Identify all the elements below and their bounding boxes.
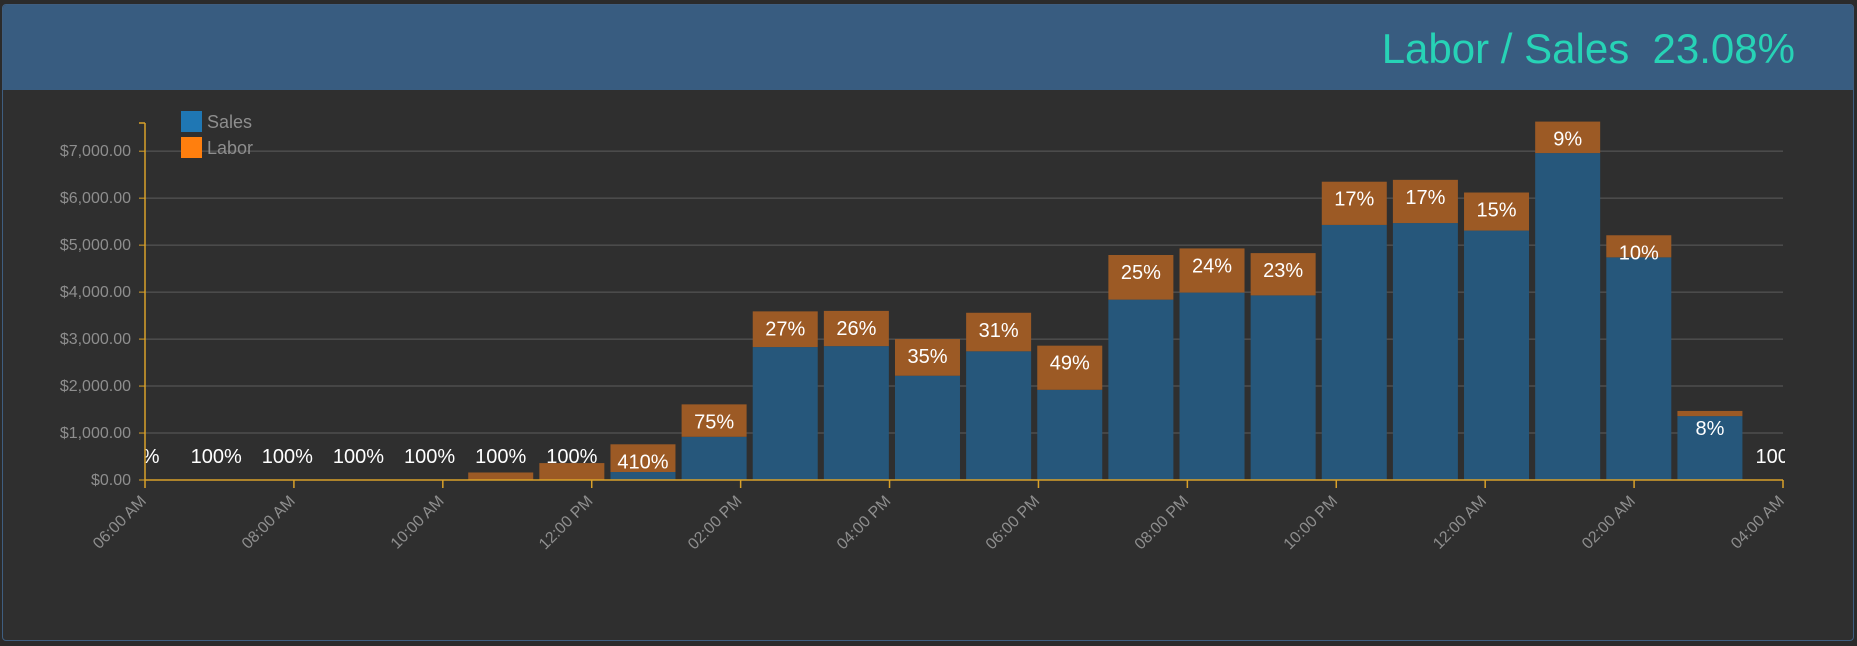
data-label: 26% (836, 318, 876, 340)
chart-data-labels: 0% 100% 100% 100% 100% 100% 100% 410% 75% 27% 26% 3… (131, 129, 1853, 474)
sales-bar (681, 436, 747, 480)
x-tick-label: 06:00 PM (983, 493, 1043, 553)
sales-bar (610, 472, 676, 480)
y-tick-label: $0.00 (91, 472, 131, 489)
sales-bar (1606, 257, 1672, 480)
title-label: Labor / Sales (1381, 25, 1630, 72)
sales-bar (966, 351, 1032, 480)
sales-bar (1321, 224, 1387, 480)
labor-bar (1606, 235, 1672, 258)
sales-bar (1464, 230, 1530, 480)
x-tick-label: 06:00 AM (90, 493, 150, 553)
y-tick-label: $7,000.00 (60, 143, 131, 160)
data-label: 0% (131, 446, 160, 468)
data-label: 35% (907, 346, 947, 368)
x-tick-label: 04:00 PM (834, 493, 894, 553)
data-label: 100% (546, 446, 597, 468)
data-label: 24% (1192, 255, 1232, 277)
title-value: 23.08% (1652, 25, 1795, 72)
x-tick-label: 10:00 PM (1281, 493, 1341, 553)
labor-bar (1179, 248, 1245, 293)
data-label: 17% (1405, 187, 1445, 209)
sales-bar (1535, 153, 1601, 480)
sales-bar (752, 347, 818, 480)
sales-bar (1179, 292, 1245, 480)
data-label: 100% (404, 446, 455, 468)
labor-legend-label: Labor (207, 138, 253, 158)
labor-bar (1677, 410, 1743, 417)
labor-bar (1250, 253, 1316, 296)
header-title: Labor / Sales 23.08% (1382, 25, 1795, 73)
x-tick-label: 08:00 PM (1132, 493, 1192, 553)
labor-bar (894, 339, 960, 376)
x-tick-label: 04:00 AM (1728, 493, 1788, 553)
data-label: 23% (1263, 260, 1303, 282)
labor-bar (966, 312, 1032, 352)
y-tick-label: $3,000.00 (60, 331, 131, 348)
labor-bar (823, 310, 889, 347)
sales-legend-label: Sales (207, 112, 252, 132)
data-label: 17% (1334, 189, 1374, 211)
y-tick-label: $1,000.00 (60, 425, 131, 442)
sales-bar (823, 346, 889, 480)
data-label: 49% (1050, 353, 1090, 375)
x-tick-label: 12:00 PM (536, 493, 596, 553)
data-label: 9% (1553, 129, 1582, 151)
labor-bar (1321, 181, 1387, 225)
sales-bar (1677, 416, 1743, 480)
data-label: 8% (1695, 418, 1724, 440)
data-label: 410% (617, 451, 668, 473)
labor-bar (681, 404, 747, 437)
labor-bar (468, 472, 534, 480)
sales-legend-swatch (181, 111, 202, 132)
labor-bar (610, 444, 676, 473)
labor-bar (539, 463, 605, 480)
data-label: 100% (262, 446, 313, 468)
labor-sales-chart: 0% 100% 100% 100% 100% 100% 100% 410% 75% 27% 26% 3… (60, 111, 1853, 553)
data-label: 25% (1121, 262, 1161, 284)
x-tick-label: 02:00 AM (1579, 493, 1639, 553)
data-label: 75% (694, 411, 734, 433)
x-tick-label: 10:00 AM (388, 493, 448, 553)
x-tick-label: 02:00 PM (685, 493, 745, 553)
y-tick-label: $6,000.00 (60, 190, 131, 207)
y-tick-label: $5,000.00 (60, 237, 131, 254)
labor-legend-swatch (181, 137, 202, 158)
y-tick-label: $4,000.00 (60, 284, 131, 301)
data-label: 15% (1477, 200, 1517, 222)
labor-bar (1392, 179, 1458, 224)
chart-bars (468, 121, 1743, 480)
x-tick-label: 12:00 AM (1430, 493, 1490, 553)
labor-bar (1464, 192, 1530, 231)
data-label: 100% (1755, 446, 1806, 468)
labor-bar (1535, 121, 1601, 154)
data-label: 100% (1827, 446, 1853, 468)
y-tick-label: $2,000.00 (60, 378, 131, 395)
chart-legend: Sales Labor (181, 111, 253, 158)
data-label: 10% (1619, 242, 1659, 264)
labor-bar (752, 311, 818, 348)
sales-bar (1037, 389, 1103, 480)
data-label: 31% (979, 320, 1019, 342)
sales-bar (1392, 223, 1458, 480)
x-tick-label: 08:00 AM (239, 493, 299, 553)
sales-bar (1250, 295, 1316, 480)
panel-header: Labor / Sales 23.08% (3, 5, 1853, 90)
data-label: 27% (765, 318, 805, 340)
labor-bar (1108, 254, 1174, 300)
data-label: 100% (333, 446, 384, 468)
sales-bar (894, 375, 960, 480)
chart-grid (145, 150, 1783, 434)
sales-bar (1108, 299, 1174, 480)
data-label: 100% (475, 446, 526, 468)
labor-sales-panel: Labor / Sales 23.08% 0% 100% 100% 100% 100% 1… (2, 4, 1854, 641)
data-label: 100% (191, 446, 242, 468)
labor-bar (1037, 345, 1103, 390)
